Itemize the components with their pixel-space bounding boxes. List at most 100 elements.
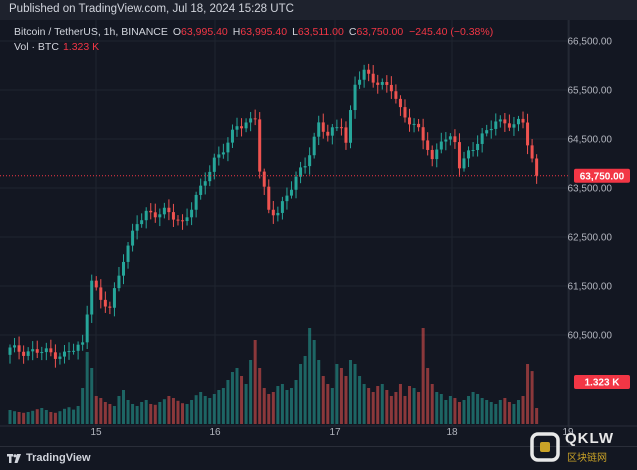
candle-body — [13, 345, 17, 348]
candle-body — [217, 154, 221, 158]
candle-body — [117, 275, 121, 289]
x-tick-label: 15 — [90, 427, 102, 438]
volume-bar — [171, 398, 175, 424]
volume-bar — [362, 384, 366, 424]
candle-body — [85, 314, 89, 343]
volume-bar — [112, 406, 116, 424]
candle-body — [380, 82, 384, 85]
volume-bar — [203, 396, 207, 424]
candle-body — [371, 73, 375, 83]
low-value: 63,511.00 — [297, 26, 344, 38]
publish-text: Published on TradingView.com, Jul 18, 20… — [9, 3, 294, 15]
y-tick-label: 62,500.00 — [568, 233, 613, 244]
y-tick-label: 66,500.00 — [568, 37, 613, 48]
volume-bar — [13, 411, 17, 424]
volume-bar — [507, 402, 511, 424]
volume-bar — [303, 356, 307, 424]
candle-body — [412, 123, 416, 125]
candle-body — [439, 141, 443, 150]
candle-body — [530, 145, 534, 159]
volume-bar — [344, 376, 348, 424]
close-label: C — [348, 26, 357, 38]
volume-bar — [353, 364, 357, 424]
candle-body — [135, 224, 139, 231]
candle-body — [62, 351, 66, 357]
volume-bar — [317, 360, 321, 424]
candle-body — [44, 348, 48, 353]
candle-body — [362, 69, 366, 80]
volume-bar — [389, 396, 393, 424]
volume-bar — [217, 390, 221, 424]
candle-body — [22, 351, 26, 356]
candle-body — [453, 136, 457, 143]
candle-body — [40, 352, 44, 354]
volume-bar — [535, 408, 539, 424]
volume-bar — [453, 398, 457, 424]
volume-bar — [26, 412, 30, 424]
volume-bar — [321, 376, 325, 424]
tradingview-logo-icon — [7, 454, 21, 463]
volume-bar — [485, 400, 489, 424]
volume-bar — [367, 388, 371, 424]
candle-body — [344, 127, 348, 143]
last-price-tag — [574, 168, 630, 183]
x-tick-label: 19 — [562, 427, 574, 438]
volume-name[interactable]: Vol · BTC — [14, 41, 59, 53]
candle-body — [212, 157, 216, 172]
high-value: 63,995.40 — [240, 26, 288, 38]
candlestick-chart[interactable]: 66,500.00 65,500.00 64,500.00 63,500.00 62,5… — [0, 20, 637, 446]
volume-bar — [417, 392, 421, 424]
volume-bar — [131, 404, 135, 424]
volume-bar — [135, 406, 139, 424]
volume-bar — [480, 398, 484, 424]
volume-bar — [226, 380, 230, 424]
volume-bar — [471, 392, 475, 424]
tradingview-brand[interactable]: TradingView — [26, 452, 91, 464]
candle-body — [367, 69, 371, 74]
candle-body — [467, 150, 471, 159]
volume-bar — [448, 396, 452, 424]
candle-body — [462, 158, 466, 169]
candle-body — [489, 128, 493, 131]
y-tick-label: 63,500.00 — [568, 184, 613, 195]
candle-body — [358, 79, 362, 85]
candle-body — [81, 342, 85, 345]
volume-bar — [330, 388, 334, 424]
candle-body — [199, 185, 203, 195]
volume-bar — [31, 410, 35, 424]
candle-body — [394, 91, 398, 99]
candle-body — [185, 217, 189, 222]
candle-body — [72, 350, 76, 352]
candle-body — [330, 127, 334, 136]
candle-body — [480, 133, 484, 144]
volume-bar — [276, 386, 280, 424]
candle-body — [408, 117, 412, 125]
candle-body — [485, 130, 489, 134]
open-label: O — [172, 26, 182, 38]
candle-body — [326, 131, 330, 136]
candle-body — [58, 356, 62, 359]
candle-body — [194, 194, 198, 210]
watermark-brand: QKLW — [565, 430, 614, 447]
volume-bar — [308, 328, 312, 424]
volume-bar — [289, 388, 293, 424]
y-tick-label: 61,500.00 — [568, 282, 613, 293]
candle-body — [240, 126, 244, 129]
candle-body — [153, 212, 157, 218]
volume-bar — [476, 394, 480, 424]
volume-bar — [444, 400, 448, 424]
volume-bar — [90, 368, 94, 424]
candle-body — [512, 124, 516, 128]
volume-bar — [262, 388, 266, 424]
candle-body — [417, 123, 421, 128]
candle-body — [303, 166, 307, 168]
close-value: 63,750.00 — [356, 26, 404, 38]
candle-body — [376, 82, 380, 85]
watermark-subtitle: 区块链网 — [567, 453, 607, 464]
volume-value: 1.323 K — [62, 41, 100, 53]
symbol-title[interactable]: Bitcoin / TetherUS, 1h, BINANCE — [14, 26, 168, 38]
volume-bar — [153, 404, 157, 424]
candle-body — [31, 349, 35, 352]
candle-body — [17, 345, 21, 352]
